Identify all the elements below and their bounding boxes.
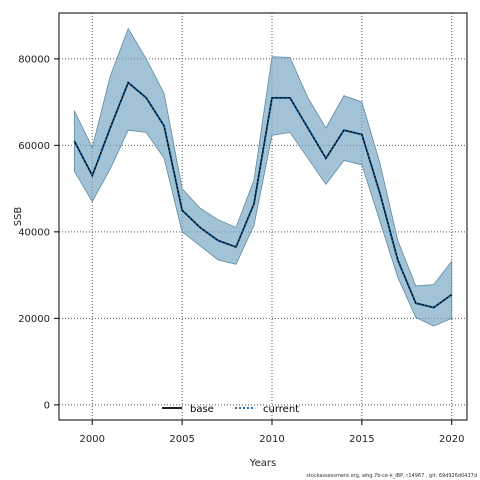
x-tick-label: 2015 (349, 434, 374, 445)
confidence-band (73, 27, 453, 327)
x-tick-label: 2005 (169, 434, 194, 445)
legend-label-base: base (190, 404, 214, 415)
legend-label-current: current (263, 404, 299, 415)
x-axis-label: Years (249, 458, 276, 469)
confidence-band-area (73, 27, 453, 327)
y-tick-label: 20000 (18, 314, 50, 325)
series-lines (73, 81, 453, 309)
x-axis: 2000 2005 2010 2015 2020 (80, 420, 464, 445)
y-tick-label: 60000 (18, 141, 50, 152)
y-tick-label: 40000 (18, 227, 50, 238)
y-tick-label: 80000 (18, 54, 50, 65)
x-tick-label: 2010 (259, 434, 284, 445)
grid-lines (59, 13, 467, 420)
x-tick-label: 2000 (80, 434, 105, 445)
footer-credit: stockassessment.org, whg.7b-ce-k_IBP, r1… (306, 473, 477, 479)
y-axis-label: SSB (13, 207, 24, 227)
y-axis: 0 20000 40000 60000 80000 (18, 54, 59, 411)
x-tick-label: 2020 (439, 434, 464, 445)
plot-frame (58, 12, 468, 421)
legend: base current (162, 404, 299, 415)
y-tick-label: 0 (44, 400, 50, 411)
series-line-current (73, 81, 453, 309)
